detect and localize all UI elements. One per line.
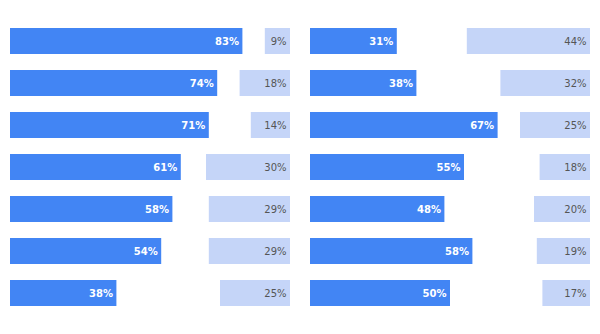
svg-text:29%: 29% bbox=[264, 204, 286, 215]
svg-text:14%: 14% bbox=[264, 120, 286, 131]
svg-text:71%: 71% bbox=[181, 120, 205, 131]
svg-text:19%: 19% bbox=[564, 246, 586, 257]
svg-text:25%: 25% bbox=[564, 120, 586, 131]
svg-text:55%: 55% bbox=[437, 162, 461, 173]
svg-text:58%: 58% bbox=[445, 246, 469, 257]
svg-text:31%: 31% bbox=[369, 36, 393, 47]
svg-text:67%: 67% bbox=[470, 120, 494, 131]
svg-text:20%: 20% bbox=[564, 204, 586, 215]
svg-text:38%: 38% bbox=[389, 78, 413, 89]
svg-text:44%: 44% bbox=[564, 36, 586, 47]
svg-text:54%: 54% bbox=[134, 246, 158, 257]
svg-text:50%: 50% bbox=[423, 288, 447, 299]
svg-text:18%: 18% bbox=[564, 162, 586, 173]
svg-text:18%: 18% bbox=[264, 78, 286, 89]
svg-text:30%: 30% bbox=[264, 162, 286, 173]
svg-text:32%: 32% bbox=[564, 78, 586, 89]
svg-text:48%: 48% bbox=[417, 204, 441, 215]
svg-text:74%: 74% bbox=[190, 78, 214, 89]
svg-text:61%: 61% bbox=[153, 162, 177, 173]
svg-text:38%: 38% bbox=[89, 288, 113, 299]
svg-text:17%: 17% bbox=[564, 288, 586, 299]
svg-text:83%: 83% bbox=[215, 36, 239, 47]
svg-text:25%: 25% bbox=[264, 288, 286, 299]
svg-text:58%: 58% bbox=[145, 204, 169, 215]
svg-text:9%: 9% bbox=[271, 36, 287, 47]
svg-text:29%: 29% bbox=[264, 246, 286, 257]
